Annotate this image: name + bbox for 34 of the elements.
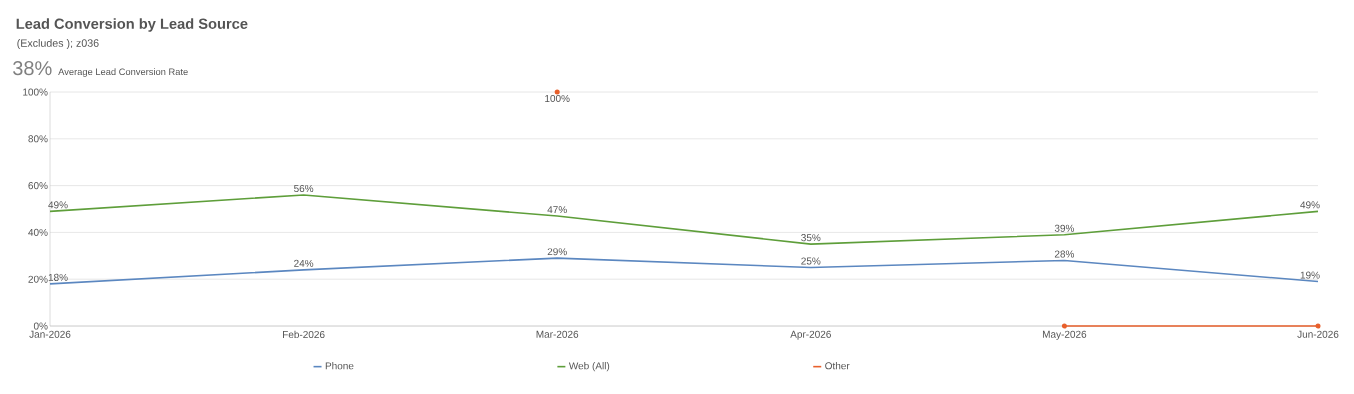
- data-label: 56%: [294, 184, 314, 193]
- data-label: 29%: [547, 248, 567, 256]
- x-tick-label: Apr-2026: [790, 330, 831, 340]
- y-tick-label: 40%: [28, 228, 48, 236]
- y-tick-label: 0%: [33, 322, 48, 330]
- text: 38%: [13, 61, 52, 76]
- data-label: 49%: [48, 201, 68, 209]
- x-tick-label: May-2026: [1042, 330, 1087, 340]
- x-tick-label: Jan-2026: [29, 330, 71, 338]
- x-tick-label: Mar-2026: [536, 330, 579, 338]
- data-label: 18%: [48, 273, 68, 281]
- x-tick-label: Jun-2026: [1297, 330, 1339, 338]
- data-label: 19%: [1300, 271, 1320, 279]
- x-tick-label: Feb-2026: [283, 330, 325, 339]
- data-label: 100%: [545, 94, 570, 103]
- data-label: 25%: [801, 257, 821, 265]
- line-series: [49, 257, 1319, 285]
- data-label: 39%: [1054, 224, 1075, 232]
- line-series: [49, 194, 1319, 245]
- data-label: 35%: [801, 234, 821, 242]
- legend-label: Web (All): [568, 362, 610, 372]
- data-label: 28%: [1054, 250, 1075, 258]
- data-label: 24%: [294, 259, 314, 267]
- y-tick-label: 60%: [28, 182, 48, 190]
- chart-subtitle: (Excludes ); z036: [17, 39, 99, 49]
- legend-label: Phone: [325, 362, 354, 370]
- y-tick-label: 100%: [23, 88, 48, 96]
- y-tick-label: 20%: [28, 275, 48, 283]
- legend-label: Other: [825, 362, 850, 370]
- data-label: 49%: [1300, 201, 1320, 209]
- y-tick-label: 80%: [28, 135, 48, 143]
- text: Average Lead Conversion Rate: [58, 68, 188, 77]
- data-label: 47%: [547, 206, 567, 214]
- chart-title: Lead Conversion by Lead Source: [16, 18, 248, 32]
